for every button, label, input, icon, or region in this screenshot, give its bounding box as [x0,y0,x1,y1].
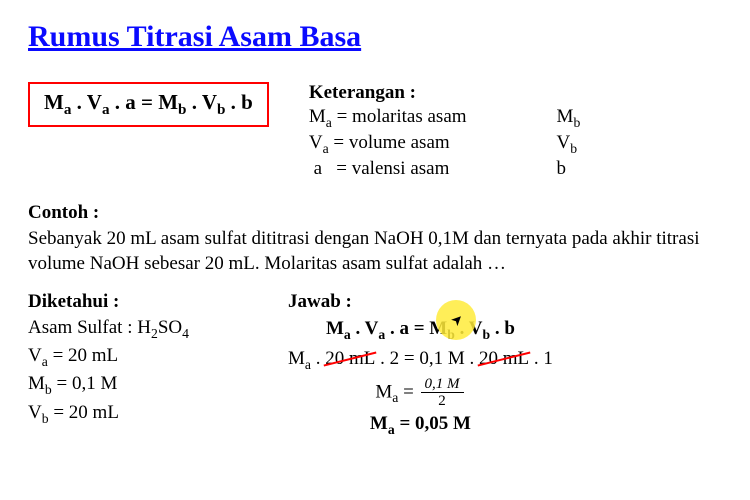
diketahui-line: Mb = 0,1 M [28,371,228,399]
jawab-eq1: Ma . Va . a = Mb . Vb . b [288,315,553,345]
ket-line: Vb [557,132,581,157]
contoh-block: Contoh : Sebanyak 20 mL asam sulfat diti… [28,202,722,277]
strike-text: 20 mL [325,345,375,374]
jawab-eq2: Ma . 20 mL . 2 = 0,1 M . 20 mL . 1 [288,345,553,375]
contoh-text: Sebanyak 20 mL asam sulfat dititrasi den… [28,226,722,277]
diketahui-line: Asam Sulfat : H2SO4 [28,315,228,343]
keterangan-heading: Keterangan : [309,82,580,104]
jawab-eq4: Ma = 0,05 M [288,410,553,440]
diketahui-line: Vb = 20 mL [28,400,228,428]
keterangan-block: Keterangan : Ma = molaritas asam Va = vo… [309,82,580,180]
ket-line: Ma = molaritas asam [309,106,467,131]
formula-text: Ma . Va . a = Mb . Vb . b [44,90,253,114]
jawab-eq3: Ma = 0,1 M 2 [288,376,553,410]
keterangan-col-right: Mb Vb b [557,106,581,180]
main-formula-box: Ma . Va . a = Mb . Vb . b [28,82,269,127]
jawab-heading: Jawab : [288,291,553,313]
ket-line: Mb [557,106,581,131]
formula-row: Ma . Va . a = Mb . Vb . b Keterangan : M… [28,82,722,180]
diketahui-line: Va = 20 mL [28,343,228,371]
contoh-heading: Contoh : [28,202,722,224]
work-row: Diketahui : Asam Sulfat : H2SO4 Va = 20 … [28,291,722,440]
diketahui-heading: Diketahui : [28,291,228,313]
ket-line: a = valensi asam [309,158,467,180]
diketahui-block: Diketahui : Asam Sulfat : H2SO4 Va = 20 … [28,291,228,440]
keterangan-col-left: Ma = molaritas asam Va = volume asam a =… [309,106,467,180]
ket-line: Va = volume asam [309,132,467,157]
jawab-block: Jawab : Ma . Va . a = Mb . Vb . b Ma . 2… [288,291,553,440]
strike-text: 20 mL [479,345,529,374]
page-title: Rumus Titrasi Asam Basa [28,20,722,54]
ket-line: b [557,158,581,180]
